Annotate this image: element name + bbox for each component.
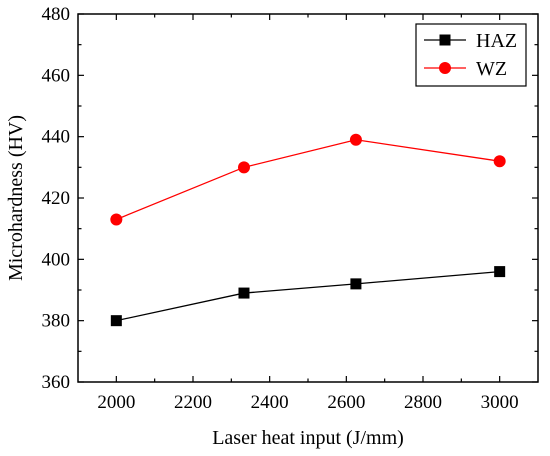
x-tick-label: 2800: [404, 392, 442, 413]
data-point-wz: [110, 213, 123, 226]
x-tick-label: 2200: [174, 392, 212, 413]
legend-marker-wz: [439, 62, 451, 74]
series-line-haz: [116, 270, 500, 322]
data-point-wz: [237, 161, 250, 174]
x-tick-label: 2600: [327, 392, 365, 413]
legend: HAZ WZ: [415, 23, 527, 87]
y-tick-label: 480: [42, 4, 71, 25]
series-wz: [110, 133, 506, 226]
y-tick-label: 460: [42, 65, 71, 86]
y-tick-label: 380: [42, 311, 71, 332]
data-point-haz: [238, 287, 250, 299]
data-point-haz: [494, 266, 506, 278]
plot-area: 360 380 400 420 440 460 480 2000 2200 2400 2600 280…: [42, 4, 539, 413]
y-axis-title: Microhardness (HV): [5, 115, 27, 281]
data-point-haz: [110, 315, 122, 327]
y-tick-label: 420: [42, 188, 71, 209]
x-axis-title: Laser heat input (J/mm): [212, 427, 404, 449]
legend-label-wz: WZ: [476, 58, 507, 80]
data-point-wz: [349, 133, 362, 146]
legend-label-haz: HAZ: [476, 30, 517, 52]
series-line-wz: [116, 139, 500, 221]
data-point-wz: [493, 155, 506, 168]
data-point-haz: [350, 278, 362, 290]
legend-marker-haz: [439, 34, 451, 46]
x-tick-label: 2400: [251, 392, 289, 413]
y-tick-label: 400: [42, 249, 71, 270]
legend-box: [415, 23, 527, 87]
x-tick-label: 2000: [97, 392, 135, 413]
series-haz: [110, 266, 506, 327]
y-tick-label: 360: [42, 372, 71, 393]
x-tick-label: 3000: [481, 392, 519, 413]
y-tick-label: 440: [42, 127, 71, 148]
